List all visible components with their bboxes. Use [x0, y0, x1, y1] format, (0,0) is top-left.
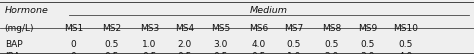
Text: 0.5: 0.5 — [287, 40, 301, 49]
Text: 0.5: 0.5 — [104, 52, 118, 54]
Text: 2.0: 2.0 — [178, 40, 192, 49]
Text: MS7: MS7 — [284, 24, 303, 33]
Text: 0.5: 0.5 — [325, 40, 339, 49]
Text: 0.5: 0.5 — [142, 52, 156, 54]
Text: MS2: MS2 — [102, 24, 121, 33]
Text: (mg/L): (mg/L) — [5, 24, 34, 33]
Text: 0: 0 — [71, 52, 76, 54]
Text: 0.5: 0.5 — [178, 52, 192, 54]
Text: 3.0: 3.0 — [360, 52, 374, 54]
Text: 1.0: 1.0 — [142, 40, 156, 49]
Text: MS8: MS8 — [322, 24, 341, 33]
Text: 0.5: 0.5 — [104, 40, 118, 49]
Text: MS4: MS4 — [175, 24, 194, 33]
Text: 0.5: 0.5 — [398, 40, 412, 49]
Text: 4.0: 4.0 — [251, 40, 265, 49]
Text: 2.0: 2.0 — [325, 52, 339, 54]
Text: Medium: Medium — [250, 6, 288, 15]
Text: Hormone: Hormone — [5, 6, 49, 15]
Text: IBA: IBA — [5, 52, 19, 54]
Text: MS9: MS9 — [358, 24, 377, 33]
Text: 4.0: 4.0 — [398, 52, 412, 54]
Text: MS10: MS10 — [393, 24, 418, 33]
Text: 1.0: 1.0 — [287, 52, 301, 54]
Text: MS6: MS6 — [249, 24, 268, 33]
Text: MS5: MS5 — [211, 24, 230, 33]
Text: MS3: MS3 — [140, 24, 159, 33]
Text: MS1: MS1 — [64, 24, 83, 33]
Text: 3.0: 3.0 — [213, 40, 228, 49]
Text: 0: 0 — [71, 40, 76, 49]
Text: BAP: BAP — [5, 40, 22, 49]
Text: 0.5: 0.5 — [251, 52, 265, 54]
Text: 0.5: 0.5 — [360, 40, 374, 49]
Text: 0.5: 0.5 — [213, 52, 228, 54]
